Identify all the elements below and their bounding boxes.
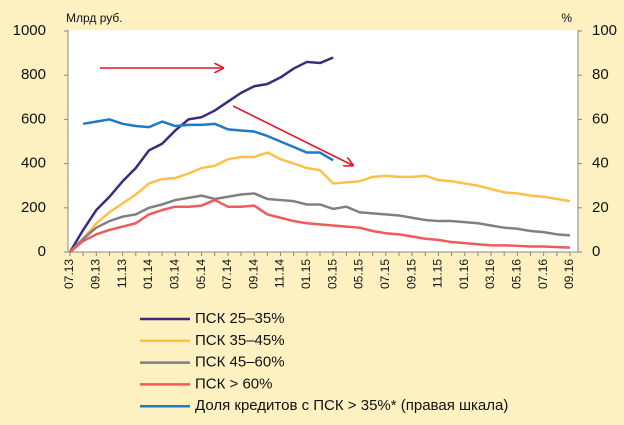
x-tick-label: 09.13	[88, 259, 102, 289]
x-tick-label: 05.14	[194, 259, 208, 289]
plot-area	[68, 30, 578, 252]
x-tick-label: 03.15	[325, 259, 339, 289]
legend-label: Доля кредитов с ПСК > 35%* (правая шкала…	[195, 397, 508, 414]
y-tick-label: 600	[21, 110, 46, 127]
x-tick-label: 01.14	[141, 259, 155, 289]
y-tick-label: 400	[21, 155, 46, 172]
y2-tick-label: 60	[592, 110, 609, 127]
legend-label: ПСК 25–35%	[195, 310, 285, 327]
x-tick-label: 09.16	[562, 259, 576, 289]
series-line	[69, 192, 571, 253]
y2-axis-label: %	[561, 11, 572, 25]
legend-label: ПСК > 60%	[195, 375, 272, 392]
x-tick-label: 03.14	[167, 259, 181, 289]
x-tick-label: 03.16	[483, 259, 497, 289]
series-line	[68, 56, 334, 253]
series-line	[82, 118, 334, 162]
y2-tick-label: 20	[592, 199, 609, 216]
x-tick-label: 07.15	[378, 259, 392, 289]
y-tick-label: 0	[38, 243, 46, 260]
x-tick-label: 01.15	[299, 259, 313, 289]
x-tick-label: 11.13	[115, 259, 129, 288]
x-tick-label: 07.14	[220, 259, 234, 289]
x-tick-label: 09.15	[404, 259, 418, 289]
x-tick-label: 07.13	[62, 259, 76, 289]
series-line	[69, 198, 571, 253]
x-tick-label: 01.16	[457, 259, 471, 289]
y2-tick-label: 100	[592, 22, 617, 39]
y2-tick-label: 40	[592, 155, 609, 172]
legend-label: ПСК 35–45%	[195, 332, 285, 349]
x-tick-label: 11.15	[431, 259, 445, 288]
y-axis-label: Млрд руб.	[66, 11, 123, 25]
legend-label: ПСК 45–60%	[195, 354, 285, 371]
y-tick-label: 1000	[13, 22, 46, 39]
y2-tick-label: 80	[592, 66, 609, 83]
y2-tick-label: 0	[592, 243, 600, 260]
x-tick-label: 11.14	[273, 259, 287, 288]
x-tick-label: 05.16	[510, 259, 524, 289]
x-tick-label: 09.14	[246, 259, 260, 289]
y-tick-label: 800	[21, 66, 46, 83]
series-line	[69, 151, 571, 253]
x-tick-label: 07.16	[536, 259, 550, 289]
x-tick-label: 05.15	[352, 259, 366, 289]
y-tick-label: 200	[21, 199, 46, 216]
arrow	[232, 105, 352, 165]
